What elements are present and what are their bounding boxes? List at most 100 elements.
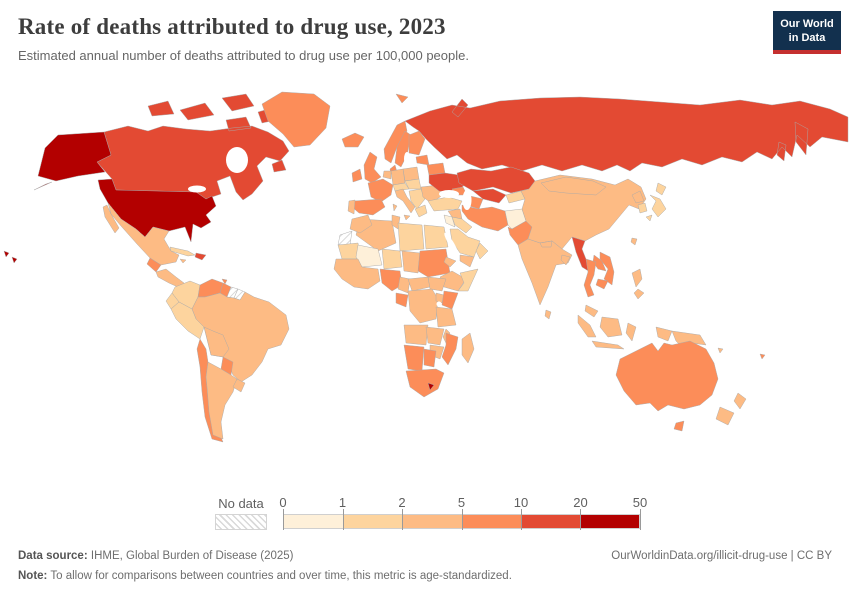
region-south-sudan[interactable] bbox=[427, 276, 447, 292]
region-taiwan[interactable] bbox=[630, 237, 638, 246]
region-new-zealand[interactable] bbox=[715, 392, 747, 426]
region-angola[interactable] bbox=[403, 324, 429, 346]
region-jamaica[interactable] bbox=[179, 258, 187, 264]
region-nigeria[interactable] bbox=[379, 268, 403, 292]
region-bolivia[interactable] bbox=[203, 326, 230, 358]
region-indonesia[interactable] bbox=[577, 314, 673, 350]
region-uruguay[interactable] bbox=[232, 378, 246, 393]
no-data-swatch[interactable] bbox=[215, 514, 267, 530]
region-sri-lanka[interactable] bbox=[544, 309, 552, 320]
owid-logo-line1: Our World bbox=[780, 18, 834, 30]
region-svalbard[interactable] bbox=[395, 93, 409, 104]
legend-bin-1-2[interactable] bbox=[343, 515, 403, 528]
chart-header: Rate of deaths attributed to drug use, 2… bbox=[18, 14, 758, 63]
region-uzbekistan[interactable] bbox=[472, 188, 507, 204]
region-egypt[interactable] bbox=[423, 224, 449, 250]
region-iceland[interactable] bbox=[341, 132, 365, 148]
region-kazakhstan[interactable] bbox=[456, 166, 536, 194]
region-baltics[interactable] bbox=[415, 154, 430, 166]
region-namibia[interactable] bbox=[403, 344, 425, 372]
region-uganda[interactable] bbox=[435, 292, 445, 304]
region-poland[interactable] bbox=[402, 166, 420, 182]
region-benelux[interactable] bbox=[382, 170, 392, 180]
region-gabon-congo[interactable] bbox=[395, 292, 409, 308]
region-zambia[interactable] bbox=[425, 326, 445, 346]
region-uk[interactable] bbox=[363, 151, 382, 184]
region-canada[interactable] bbox=[96, 93, 290, 201]
region-argentina[interactable] bbox=[205, 361, 238, 440]
region-niger[interactable] bbox=[381, 248, 403, 270]
legend-bin-10-20[interactable] bbox=[520, 515, 580, 528]
region-mozambique[interactable] bbox=[441, 332, 459, 366]
region-yemen[interactable] bbox=[459, 254, 475, 268]
region-mexico[interactable] bbox=[102, 202, 180, 266]
legend-bin-20-50[interactable] bbox=[579, 515, 640, 528]
region-oman[interactable] bbox=[475, 242, 489, 260]
region-greece[interactable] bbox=[414, 204, 428, 218]
owid-logo[interactable]: Our World in Data bbox=[773, 11, 841, 54]
region-malaysia[interactable] bbox=[584, 304, 599, 318]
region-somalia[interactable] bbox=[457, 268, 479, 292]
region-west-africa[interactable] bbox=[333, 258, 381, 290]
region-south-africa[interactable] bbox=[405, 368, 445, 398]
region-western-sahara[interactable] bbox=[337, 230, 353, 246]
legend-tickmark bbox=[342, 509, 344, 530]
region-kenya[interactable] bbox=[441, 290, 459, 310]
region-spain[interactable] bbox=[351, 198, 386, 216]
region-india[interactable] bbox=[517, 238, 573, 306]
region-nepal[interactable] bbox=[539, 240, 553, 248]
region-lesotho[interactable] bbox=[427, 382, 435, 391]
region-cambodia[interactable] bbox=[595, 278, 609, 290]
region-germany[interactable] bbox=[390, 168, 406, 186]
region-japan[interactable] bbox=[645, 182, 667, 222]
region-russia[interactable] bbox=[404, 96, 849, 172]
region-mongolia[interactable] bbox=[540, 176, 607, 196]
region-fiji[interactable] bbox=[759, 353, 766, 360]
region-philippines[interactable] bbox=[631, 268, 645, 300]
region-cuba[interactable] bbox=[169, 246, 196, 257]
region-thailand[interactable] bbox=[583, 258, 597, 298]
region-tanzania[interactable] bbox=[435, 306, 457, 328]
legend-tickmark bbox=[521, 509, 522, 530]
region-solomon-islands[interactable] bbox=[717, 347, 724, 354]
region-trinidad-tobago[interactable] bbox=[221, 278, 228, 285]
region-balkans[interactable] bbox=[408, 188, 426, 210]
legend-tick-0: 0 bbox=[279, 495, 287, 510]
region-central-african-republic[interactable] bbox=[407, 276, 431, 292]
region-north-korea[interactable] bbox=[631, 190, 645, 204]
region-botswana[interactable] bbox=[423, 348, 437, 368]
owid-url-link[interactable]: OurWorldinData.org/illicit-drug-use | CC… bbox=[611, 550, 832, 562]
legend-bin-0-1[interactable] bbox=[284, 515, 344, 528]
region-iraq[interactable] bbox=[451, 216, 473, 234]
region-chad[interactable] bbox=[401, 250, 421, 274]
region-usa[interactable] bbox=[3, 131, 217, 264]
world-map-svg bbox=[3, 91, 849, 443]
region-greenland[interactable] bbox=[261, 91, 331, 148]
lake-victoria bbox=[436, 301, 442, 307]
region-madagascar[interactable] bbox=[461, 332, 475, 364]
region-iran[interactable] bbox=[461, 204, 509, 232]
region-finland[interactable] bbox=[408, 130, 426, 156]
region-france[interactable] bbox=[367, 178, 394, 203]
legend-bin-2-5[interactable] bbox=[402, 515, 462, 528]
note-text: To allow for comparisons between countri… bbox=[50, 570, 512, 582]
region-australia[interactable] bbox=[615, 340, 719, 432]
region-ireland[interactable] bbox=[351, 168, 363, 183]
legend-bin-5-10[interactable] bbox=[461, 515, 521, 528]
region-morocco[interactable] bbox=[349, 214, 373, 234]
region-eritrea[interactable] bbox=[443, 256, 457, 268]
region-libya[interactable] bbox=[397, 222, 425, 252]
region-hispaniola[interactable] bbox=[194, 252, 207, 261]
legend-no-data: No data bbox=[215, 496, 267, 530]
region-sudan[interactable] bbox=[417, 248, 451, 278]
region-turkey[interactable] bbox=[427, 196, 463, 212]
region-vietnam[interactable] bbox=[599, 251, 615, 286]
region-portugal[interactable] bbox=[347, 199, 356, 215]
region-south-korea[interactable] bbox=[637, 202, 648, 214]
region-drc[interactable] bbox=[407, 288, 439, 324]
region-italy[interactable] bbox=[392, 188, 416, 221]
region-mali[interactable] bbox=[355, 244, 383, 268]
region-levant[interactable] bbox=[443, 214, 456, 228]
region-bangladesh[interactable] bbox=[560, 254, 571, 266]
